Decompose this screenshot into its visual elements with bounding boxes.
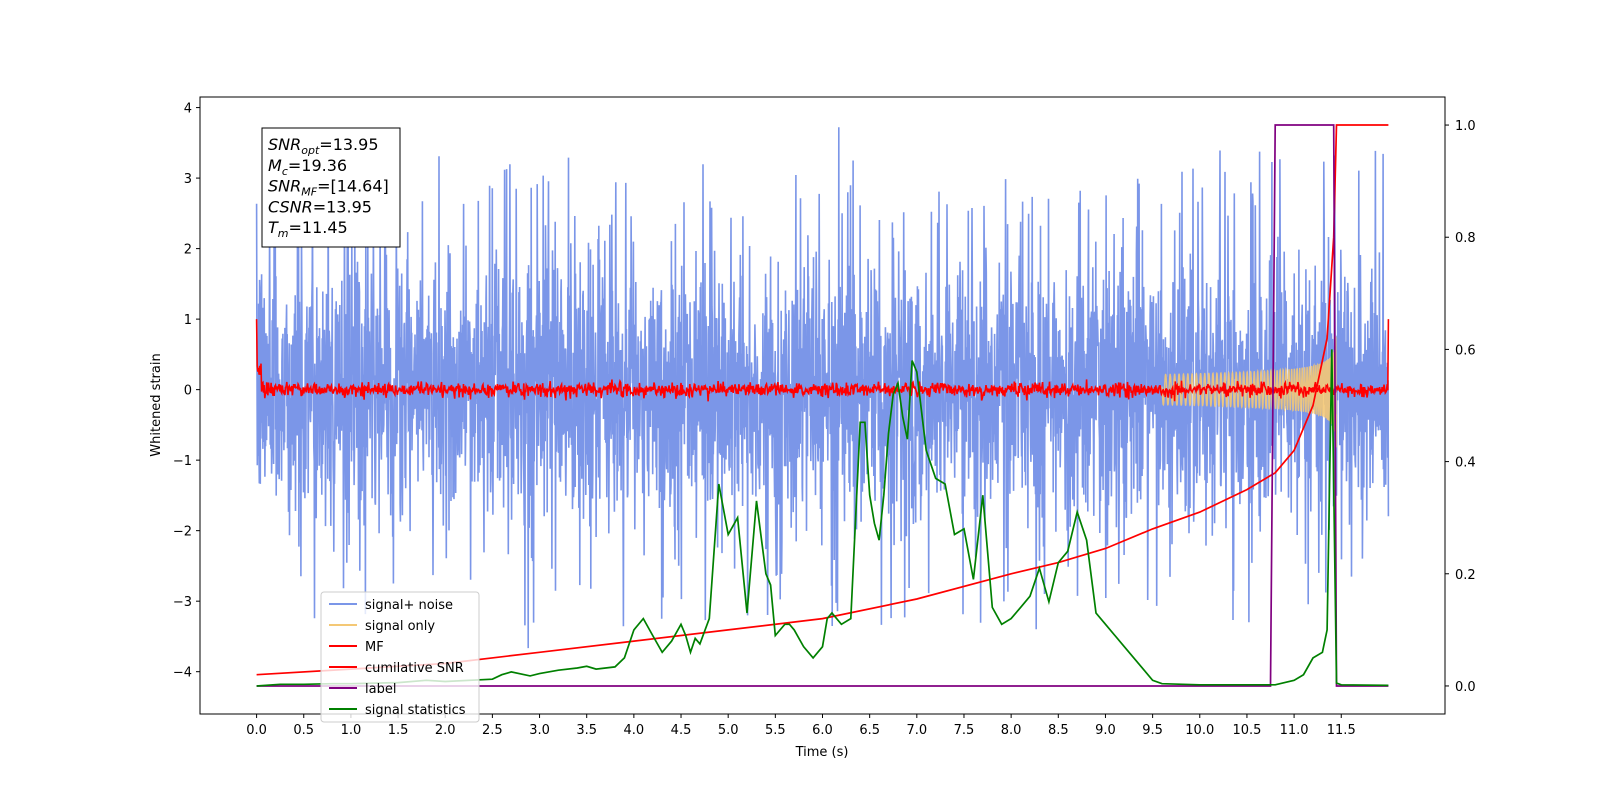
y-tick-label: 2 bbox=[184, 243, 192, 258]
x-tick-label: 2.0 bbox=[435, 723, 456, 738]
y2-axis: 0.0 0.2 0.4 0.6 0.8 1.0 bbox=[1445, 119, 1476, 695]
x-tick-label: 6.0 bbox=[812, 723, 833, 738]
legend-entry: MF bbox=[365, 640, 384, 655]
x-tick-label: 3.5 bbox=[576, 723, 597, 738]
y2-tick-label: 0.0 bbox=[1455, 680, 1476, 695]
x-tick-label: 7.5 bbox=[954, 723, 975, 738]
y-tick-label: −3 bbox=[173, 595, 192, 610]
legend-box bbox=[320, 591, 480, 723]
x-tick-label: 9.5 bbox=[1142, 723, 1163, 738]
plot-series bbox=[255, 124, 1390, 687]
y-tick-label: −4 bbox=[173, 666, 192, 681]
x-tick-label: 8.0 bbox=[1001, 723, 1022, 738]
legend-entry: label bbox=[365, 682, 396, 697]
y2-tick-label: 0.6 bbox=[1455, 343, 1476, 358]
legend-entry: signal+ noise bbox=[365, 598, 453, 613]
y2-tick-label: 0.8 bbox=[1455, 231, 1476, 246]
x-tick-label: 4.0 bbox=[624, 723, 645, 738]
annotation-line: SNRMF=[14.64] bbox=[268, 177, 389, 199]
y2-tick-label: 0.2 bbox=[1455, 568, 1476, 583]
x-axis-label: Time (s) bbox=[795, 745, 849, 760]
y-tick-label: 1 bbox=[184, 313, 192, 328]
annotation-line: Tm=11.45 bbox=[268, 218, 348, 240]
x-tick-label: 7.0 bbox=[906, 723, 927, 738]
x-tick-label: 0.0 bbox=[246, 723, 267, 738]
y-tick-label: −1 bbox=[173, 454, 192, 469]
x-tick-label: 11.0 bbox=[1280, 723, 1309, 738]
x-axis: 0.0 0.5 1.0 1.5 2.0 2.5 3.0 3.5 4.0 4.5 5.0 5.5 6.0 6… bbox=[246, 714, 1356, 738]
x-tick-label: 11.5 bbox=[1327, 723, 1356, 738]
legend-entry: signal statistics bbox=[365, 703, 466, 718]
legend: signal+ noise signal only MF cumilative SNR… bbox=[320, 591, 480, 723]
series-mf-line bbox=[255, 319, 1390, 402]
legend-entry: cumilative SNR bbox=[365, 661, 464, 676]
x-tick-label: 1.5 bbox=[388, 723, 409, 738]
annotation-line: CSNR=13.95 bbox=[268, 197, 372, 216]
y-tick-label: −2 bbox=[173, 525, 192, 540]
x-tick-label: 9.0 bbox=[1095, 723, 1116, 738]
x-tick-label: 1.0 bbox=[341, 723, 362, 738]
x-tick-label: 4.5 bbox=[671, 723, 692, 738]
stats-annotation: SNRopt=13.95Mc=19.36SNRMF=[14.64]CSNR=13… bbox=[261, 127, 401, 248]
y2-tick-label: 1.0 bbox=[1455, 119, 1476, 134]
x-tick-label: 8.5 bbox=[1048, 723, 1069, 738]
series-label-line bbox=[256, 124, 1389, 687]
x-tick-label: 2.5 bbox=[482, 723, 503, 738]
x-tick-label: 0.5 bbox=[293, 723, 314, 738]
x-tick-label: 10.5 bbox=[1232, 723, 1261, 738]
series-cumilative-snr-line bbox=[256, 124, 1389, 676]
annotation-line: Mc=19.36 bbox=[268, 156, 347, 178]
x-tick-label: 5.5 bbox=[765, 723, 786, 738]
legend-entry: signal only bbox=[365, 619, 435, 634]
x-tick-label: 5.0 bbox=[718, 723, 739, 738]
x-tick-label: 6.5 bbox=[859, 723, 880, 738]
y2-tick-label: 0.4 bbox=[1455, 456, 1476, 471]
y-axis: −4 −3 −2 −1 0 1 2 3 4 bbox=[173, 102, 200, 681]
annotation-box bbox=[261, 127, 401, 248]
annotation-line: SNRopt=13.95 bbox=[268, 135, 379, 157]
x-tick-label: 10.0 bbox=[1185, 723, 1214, 738]
y-tick-label: 4 bbox=[184, 102, 192, 117]
y-tick-label: 0 bbox=[184, 384, 192, 399]
series-signal-statistics-line bbox=[256, 349, 1389, 687]
y-tick-label: 3 bbox=[184, 172, 192, 187]
x-tick-label: 3.0 bbox=[529, 723, 550, 738]
series-signal-noise-line bbox=[255, 127, 1390, 649]
y-axis-label: Whitened strain bbox=[149, 353, 164, 456]
